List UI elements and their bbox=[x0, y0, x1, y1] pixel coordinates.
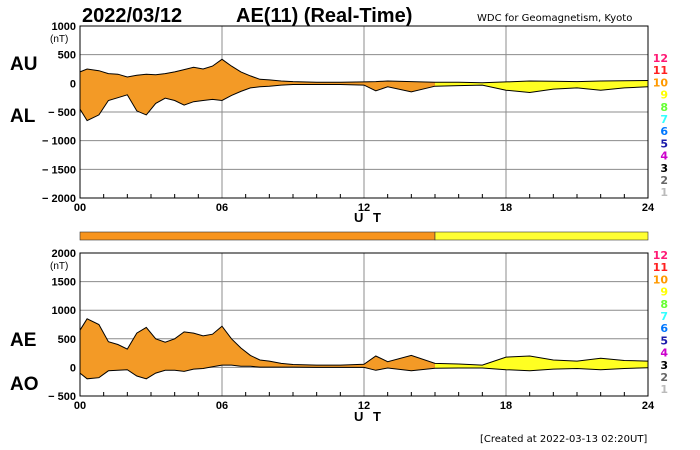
area-fill-orange bbox=[80, 318, 435, 379]
legend-level-8: 8 bbox=[660, 101, 668, 114]
au-al-panel: AU AL (nT) U T 1000 500 0 − 500 − 1000 − 1500… bbox=[10, 21, 655, 225]
legend-level-8: 8 bbox=[660, 298, 668, 311]
activity-bar-segment-orange bbox=[79, 231, 436, 241]
legend-level-6: 6 bbox=[660, 322, 668, 335]
panel1-unit-label: (nT) bbox=[50, 34, 68, 45]
legend-level-3: 3 bbox=[660, 162, 668, 175]
area-fill-orange bbox=[80, 59, 435, 121]
legend-level-12: 12 bbox=[653, 249, 668, 262]
x-tick-label: 24 bbox=[642, 400, 655, 412]
legend-level-11: 11 bbox=[653, 261, 668, 274]
al-label: AL bbox=[10, 106, 36, 127]
x-tick-label: 00 bbox=[74, 202, 86, 214]
legend-level-7: 7 bbox=[660, 113, 668, 126]
y-tick-label: 500 bbox=[58, 334, 76, 346]
panel1-x-axis-label: U T bbox=[354, 210, 384, 225]
x-tick-label: 12 bbox=[358, 400, 370, 412]
series-line-ae bbox=[79, 318, 649, 366]
legend-level-12: 12 bbox=[653, 52, 668, 65]
y-tick-label: − 500 bbox=[48, 107, 76, 119]
x-tick-label: 18 bbox=[500, 202, 512, 214]
legend-level-2: 2 bbox=[660, 371, 668, 384]
date-title: 2022/03/12 bbox=[82, 5, 182, 27]
legend-level-2: 2 bbox=[660, 174, 668, 187]
area-fill-yellow bbox=[435, 356, 648, 371]
y-tick-label: − 2000 bbox=[42, 193, 76, 205]
legend-level-4: 4 bbox=[660, 150, 668, 163]
organization-label: WDC for Geomagnetism, Kyoto bbox=[477, 13, 632, 24]
legend-level-9: 9 bbox=[660, 89, 668, 102]
x-tick-label: 06 bbox=[216, 202, 228, 214]
chart-title: AE(11) (Real-Time) bbox=[236, 5, 412, 27]
ao-label: AO bbox=[10, 374, 39, 395]
legend-level-5: 5 bbox=[660, 334, 668, 347]
y-tick-label: 0 bbox=[70, 362, 76, 374]
y-tick-label: 500 bbox=[58, 50, 76, 62]
y-tick-label: − 500 bbox=[48, 391, 76, 403]
legend-level-3: 3 bbox=[660, 359, 668, 372]
y-tick-label: 2000 bbox=[52, 248, 76, 260]
x-tick-label: 00 bbox=[74, 400, 86, 412]
legend-level-5: 5 bbox=[660, 137, 668, 150]
au-label: AU bbox=[10, 54, 37, 75]
legend-level-10: 10 bbox=[653, 76, 669, 89]
x-tick-label: 18 bbox=[500, 400, 512, 412]
legend-level-11: 11 bbox=[653, 64, 668, 77]
y-tick-label: 1000 bbox=[52, 21, 76, 33]
created-timestamp: [Created at 2022-03-13 02:20UT] bbox=[480, 434, 647, 445]
plot-frame bbox=[79, 25, 649, 199]
plot-frame bbox=[79, 252, 649, 397]
series-line-ao bbox=[79, 364, 649, 380]
legend-level-9: 9 bbox=[660, 286, 668, 299]
legend-level-10: 10 bbox=[653, 273, 669, 286]
y-tick-label: 1500 bbox=[52, 277, 76, 289]
y-tick-label: 1000 bbox=[52, 305, 76, 317]
y-tick-label: − 1000 bbox=[42, 136, 76, 148]
legend-level-1: 1 bbox=[660, 186, 668, 199]
legend-level-7: 7 bbox=[660, 310, 668, 323]
activity-bar bbox=[79, 231, 649, 241]
x-tick-label: 12 bbox=[358, 202, 370, 214]
panel2-unit-label: (nT) bbox=[50, 261, 68, 272]
x-tick-label: 06 bbox=[216, 400, 228, 412]
ae-label: AE bbox=[10, 330, 36, 351]
legend-level-1: 1 bbox=[660, 383, 668, 396]
y-tick-label: 0 bbox=[70, 78, 76, 90]
x-tick-label: 24 bbox=[642, 202, 655, 214]
panel2-x-axis-label: U T bbox=[354, 409, 384, 424]
series-line-al bbox=[79, 84, 649, 122]
series-line-au bbox=[79, 58, 649, 84]
legend-level-4: 4 bbox=[660, 347, 668, 360]
activity-bar-segment-yellow bbox=[434, 231, 649, 241]
y-tick-label: − 1500 bbox=[42, 164, 76, 176]
legend-level-6: 6 bbox=[660, 125, 668, 138]
